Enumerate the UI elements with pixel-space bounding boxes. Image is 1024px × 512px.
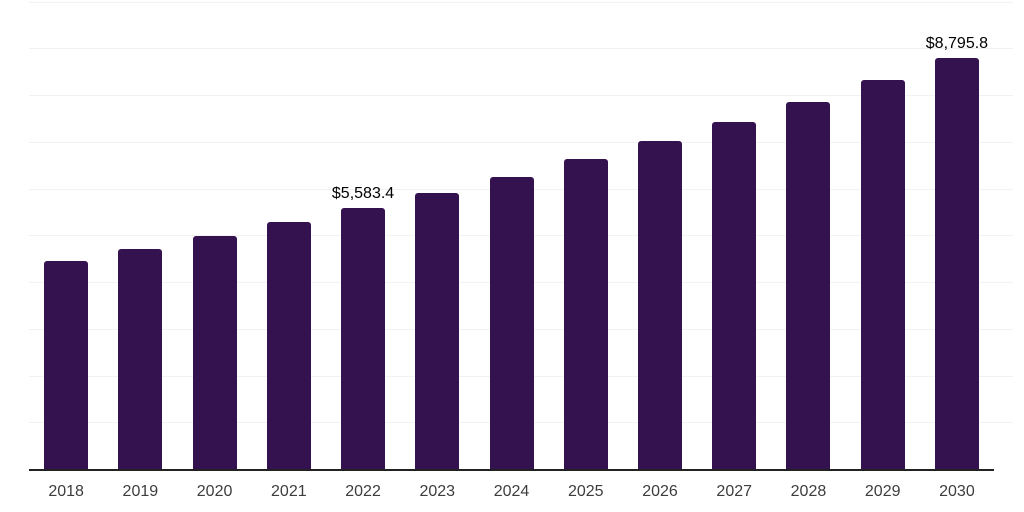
bar-slot-2018: [29, 261, 103, 469]
bar-slot-2028: [771, 101, 845, 469]
bar-2029[interactable]: [860, 80, 905, 469]
x-axis-label-2026: 2026: [642, 483, 678, 500]
bar-slot-2029: [846, 80, 920, 469]
x-axis-label-2023: 2023: [419, 483, 456, 500]
bar-2026[interactable]: [637, 141, 682, 469]
bar-slot-2025: [549, 159, 623, 469]
x-axis-label-2019: 2019: [122, 483, 159, 500]
bar-2027[interactable]: [712, 122, 757, 469]
bar-slot-2026: [623, 141, 697, 469]
bar-2023[interactable]: [415, 192, 460, 469]
bar-2021[interactable]: [266, 222, 311, 469]
x-axis-label-2022: 2022: [345, 483, 381, 500]
gridline-9000: [29, 48, 1013, 50]
x-axis-label-2024: 2024: [493, 483, 530, 500]
x-axis-label-2029: 2029: [864, 483, 901, 500]
x-axis-label-2028: 2028: [790, 483, 827, 500]
bar-2018[interactable]: [44, 261, 89, 469]
bar-slot-2030: $8,795.8: [920, 35, 994, 469]
data-label-2030: $8,795.8: [925, 34, 989, 52]
x-axis-labels: 2018 2019 2020 2021 2022 2023 2024 2025 2026 2027…: [29, 471, 994, 501]
bar-slot-2020: [177, 235, 251, 469]
bar-2020[interactable]: [192, 235, 237, 469]
x-axis-label-2030: 2030: [939, 483, 975, 500]
bar-2028[interactable]: [786, 101, 831, 469]
bar-slot-2027: [697, 122, 771, 469]
x-axis-label-2020: 2020: [196, 483, 233, 500]
bar-slot-2021: [252, 222, 326, 469]
bar-2025[interactable]: [563, 159, 608, 469]
bar-2022[interactable]: [341, 207, 386, 469]
bar-2019[interactable]: [118, 248, 163, 469]
x-axis-label-2018: 2018: [48, 483, 84, 500]
gridline-7000: [29, 141, 1013, 143]
bars-layer: $5,583.4 $8,795.8: [29, 0, 994, 469]
data-label-2022: $5,583.4: [331, 184, 395, 202]
bar-2030[interactable]: [934, 57, 979, 469]
gridline-10000: [29, 1, 1013, 3]
x-axis-label-2021: 2021: [271, 483, 307, 500]
bar-slot-2023: [400, 192, 474, 469]
x-axis-label-2025: 2025: [567, 483, 604, 500]
bar-slot-2024: [474, 176, 548, 469]
x-axis-line: [29, 469, 994, 471]
bar-slot-2022: $5,583.4: [326, 185, 400, 469]
gridline-8000: [29, 95, 1013, 96]
x-axis-label-2027: 2027: [716, 483, 753, 500]
bar-2024[interactable]: [489, 176, 534, 469]
bar-slot-2019: [103, 248, 177, 469]
